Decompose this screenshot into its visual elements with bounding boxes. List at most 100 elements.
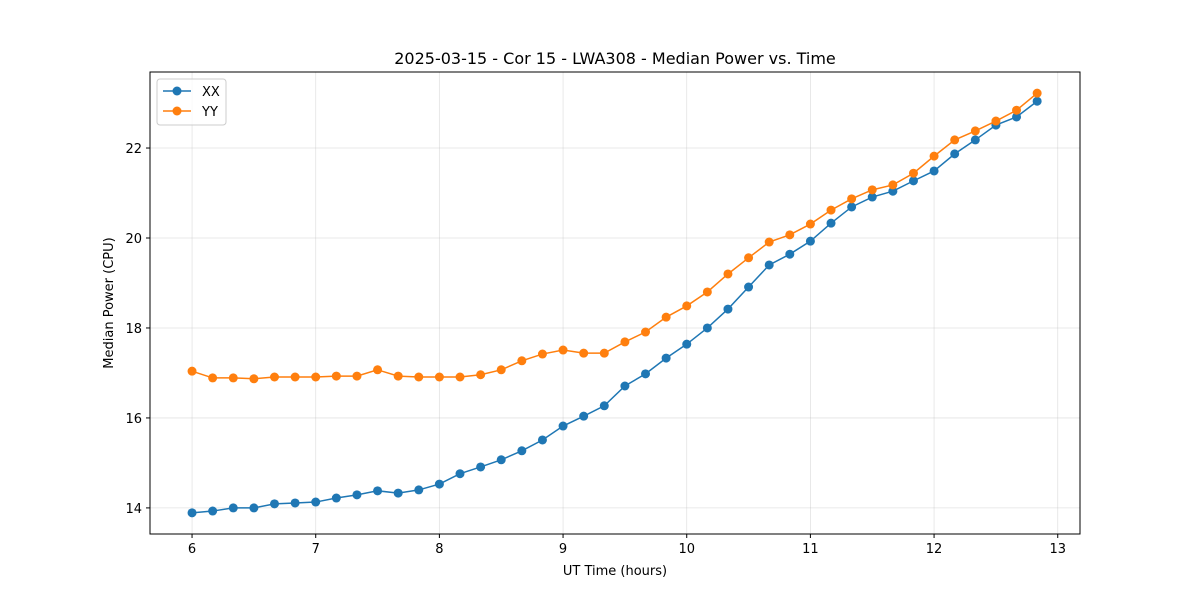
- x-tick-label: 10: [678, 542, 695, 557]
- data-point-yy: [331, 371, 341, 381]
- data-point-yy: [476, 370, 486, 380]
- data-point-xx: [764, 260, 774, 270]
- data-point-xx: [1012, 112, 1022, 122]
- data-point-xx: [269, 499, 279, 509]
- data-point-xx: [579, 411, 589, 421]
- x-tick-label: 11: [802, 542, 819, 557]
- x-axis-label: UT Time (hours): [563, 564, 667, 579]
- x-tick-label: 8: [435, 542, 443, 557]
- data-point-yy: [352, 371, 362, 381]
- data-point-yy: [867, 185, 877, 195]
- data-point-xx: [496, 455, 506, 465]
- y-tick-label: 16: [125, 412, 142, 427]
- data-point-xx: [228, 503, 238, 513]
- data-point-yy: [847, 194, 857, 204]
- series-group: [187, 88, 1042, 518]
- data-point-yy: [641, 327, 651, 337]
- data-point-yy: [599, 348, 609, 358]
- data-point-xx: [1032, 96, 1042, 106]
- data-point-yy: [682, 301, 692, 311]
- legend-marker-yy: [172, 106, 182, 116]
- data-point-xx: [929, 166, 939, 176]
- x-tick-label: 6: [188, 542, 196, 557]
- data-point-yy: [888, 180, 898, 190]
- data-point-yy: [970, 126, 980, 136]
- x-tick-label: 7: [312, 542, 320, 557]
- data-point-xx: [187, 508, 197, 518]
- data-point-yy: [579, 348, 589, 358]
- data-point-yy: [908, 168, 918, 178]
- data-point-yy: [249, 374, 259, 384]
- data-point-yy: [764, 237, 774, 247]
- grid: [150, 72, 1080, 534]
- data-point-yy: [661, 312, 671, 322]
- data-point-yy: [744, 253, 754, 263]
- data-point-xx: [414, 485, 424, 495]
- data-point-yy: [785, 230, 795, 240]
- data-point-yy: [929, 151, 939, 161]
- data-point-yy: [537, 349, 547, 359]
- data-point-xx: [311, 497, 321, 507]
- data-point-yy: [434, 372, 444, 382]
- x-tick-label: 12: [926, 542, 943, 557]
- y-tick-label: 14: [125, 502, 142, 517]
- data-point-yy: [1032, 88, 1042, 98]
- data-point-xx: [517, 446, 527, 456]
- data-point-xx: [558, 421, 568, 431]
- data-point-yy: [950, 135, 960, 145]
- y-tick-label: 22: [125, 142, 142, 157]
- data-point-yy: [187, 366, 197, 376]
- data-point-xx: [950, 149, 960, 159]
- data-point-xx: [970, 135, 980, 145]
- data-point-yy: [228, 373, 238, 383]
- data-point-xx: [434, 479, 444, 489]
- plot-frame: [149, 71, 1081, 535]
- data-point-yy: [311, 372, 321, 382]
- data-point-xx: [393, 488, 403, 498]
- legend-marker-xx: [172, 86, 182, 96]
- data-point-xx: [867, 192, 877, 202]
- data-point-xx: [352, 490, 362, 500]
- axis-ticks: 6 7 8 9 10 11 12 13 14 16 18 20 22: [125, 142, 1066, 557]
- data-point-xx: [641, 369, 651, 379]
- y-tick-label: 20: [125, 232, 142, 247]
- data-point-yy: [208, 373, 218, 383]
- y-axis-label: Median Power (CPU): [102, 237, 117, 368]
- legend: XX YY: [156, 78, 227, 126]
- data-point-yy: [620, 337, 630, 347]
- data-point-yy: [496, 365, 506, 375]
- data-point-xx: [476, 462, 486, 472]
- data-point-xx: [805, 236, 815, 246]
- data-point-yy: [723, 269, 733, 279]
- data-point-yy: [1012, 105, 1022, 115]
- data-point-xx: [249, 503, 259, 513]
- chart-title: 2025-03-15 - Cor 15 - LWA308 - Median Po…: [394, 49, 836, 68]
- data-point-xx: [888, 186, 898, 196]
- data-point-yy: [290, 372, 300, 382]
- data-point-yy: [991, 116, 1001, 126]
- data-point-yy: [517, 356, 527, 366]
- data-point-xx: [785, 249, 795, 259]
- x-tick-label: 9: [559, 542, 567, 557]
- data-point-xx: [373, 486, 383, 496]
- data-point-yy: [414, 372, 424, 382]
- legend-label-xx: XX: [202, 85, 220, 100]
- data-point-xx: [331, 493, 341, 503]
- data-point-yy: [702, 287, 712, 297]
- data-point-xx: [682, 339, 692, 349]
- data-point-yy: [269, 372, 279, 382]
- data-point-yy: [558, 345, 568, 355]
- data-point-yy: [455, 372, 465, 382]
- data-point-xx: [599, 401, 609, 411]
- data-point-yy: [373, 365, 383, 375]
- data-point-xx: [290, 498, 300, 508]
- data-point-xx: [908, 176, 918, 186]
- data-point-xx: [620, 381, 630, 391]
- data-point-xx: [537, 435, 547, 445]
- y-tick-label: 18: [125, 322, 142, 337]
- data-point-yy: [805, 219, 815, 229]
- data-point-xx: [847, 202, 857, 212]
- data-point-xx: [702, 323, 712, 333]
- legend-label-yy: YY: [201, 105, 218, 120]
